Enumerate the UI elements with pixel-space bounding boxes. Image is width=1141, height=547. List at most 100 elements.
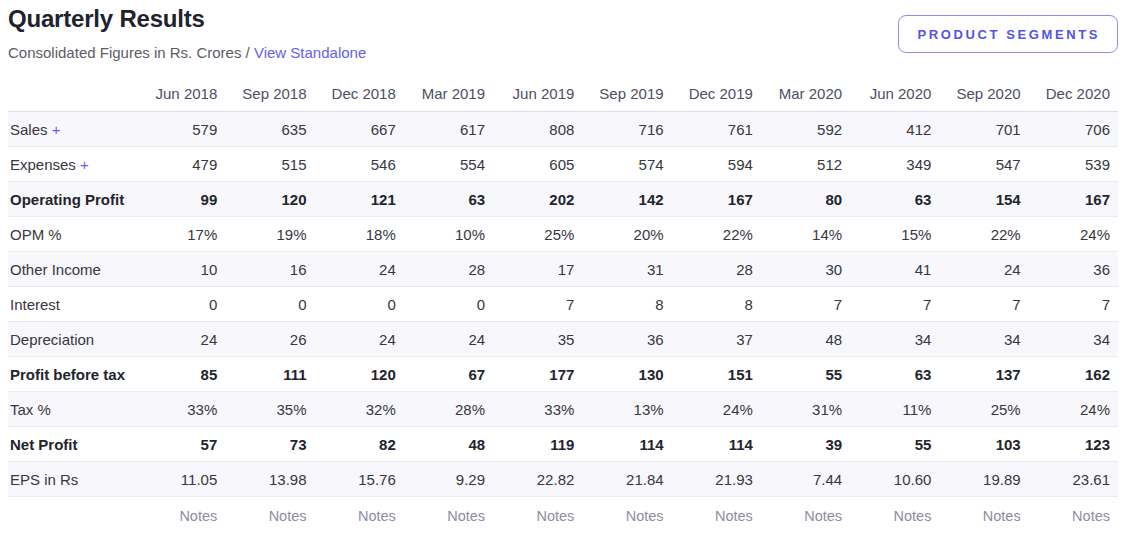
row-label[interactable]: Sales + bbox=[8, 111, 136, 146]
cell-value: 9.29 bbox=[404, 461, 493, 496]
cell-value: 0 bbox=[225, 286, 314, 321]
table-row: OPM %17%19%18%10%25%20%22%14%15%22%24% bbox=[8, 216, 1118, 251]
cell-value: 28% bbox=[404, 391, 493, 426]
cell-value: 32% bbox=[315, 391, 404, 426]
row-label: Depreciation bbox=[8, 321, 136, 356]
cell-value: 21.84 bbox=[582, 461, 671, 496]
notes-cell: Notes bbox=[315, 496, 404, 532]
cell-value: 123 bbox=[1029, 426, 1118, 461]
table-row: Tax %33%35%32%28%33%13%24%31%11%25%24% bbox=[8, 391, 1118, 426]
column-header-jun-2018: Jun 2018 bbox=[136, 76, 225, 112]
table-row: Sales +579635667617808716761592412701706 bbox=[8, 111, 1118, 146]
cell-value: 24% bbox=[1029, 391, 1118, 426]
cell-value: 151 bbox=[672, 356, 761, 391]
cell-value: 34 bbox=[939, 321, 1028, 356]
product-segments-button[interactable]: PRODUCT SEGMENTS bbox=[898, 15, 1118, 53]
column-header-mar-2019: Mar 2019 bbox=[404, 76, 493, 112]
notes-link[interactable]: Notes bbox=[983, 508, 1021, 524]
cell-value: 605 bbox=[493, 146, 582, 181]
cell-value: 167 bbox=[672, 181, 761, 216]
cell-value: 142 bbox=[582, 181, 671, 216]
cell-value: 28 bbox=[672, 251, 761, 286]
table-row: Net Profit577382481191141143955103123 bbox=[8, 426, 1118, 461]
cell-value: 103 bbox=[939, 426, 1028, 461]
cell-value: 114 bbox=[672, 426, 761, 461]
table-row: Expenses +479515546554605574594512349547… bbox=[8, 146, 1118, 181]
cell-value: 716 bbox=[582, 111, 671, 146]
cell-value: 55 bbox=[761, 356, 850, 391]
table-row: Interest00007887777 bbox=[8, 286, 1118, 321]
cell-value: 20% bbox=[582, 216, 671, 251]
notes-cell: Notes bbox=[672, 496, 761, 532]
cell-value: 31% bbox=[761, 391, 850, 426]
cell-value: 0 bbox=[404, 286, 493, 321]
subtitle-text: Consolidated Figures in Rs. Crores / bbox=[8, 44, 250, 61]
notes-cell: Notes bbox=[404, 496, 493, 532]
row-label: Tax % bbox=[8, 391, 136, 426]
cell-value: 23.61 bbox=[1029, 461, 1118, 496]
column-header-mar-2020: Mar 2020 bbox=[761, 76, 850, 112]
notes-link[interactable]: Notes bbox=[447, 508, 485, 524]
notes-link[interactable]: Notes bbox=[269, 508, 307, 524]
notes-link[interactable]: Notes bbox=[626, 508, 664, 524]
cell-value: 701 bbox=[939, 111, 1028, 146]
expand-row-icon[interactable]: + bbox=[48, 121, 61, 138]
cell-value: 63 bbox=[850, 356, 939, 391]
column-header-dec-2018: Dec 2018 bbox=[315, 76, 404, 112]
cell-value: 33% bbox=[136, 391, 225, 426]
notes-cell: Notes bbox=[225, 496, 314, 532]
notes-link[interactable]: Notes bbox=[358, 508, 396, 524]
view-standalone-link[interactable]: View Standalone bbox=[254, 44, 366, 61]
column-header-sep-2018: Sep 2018 bbox=[225, 76, 314, 112]
cell-value: 137 bbox=[939, 356, 1028, 391]
cell-value: 579 bbox=[136, 111, 225, 146]
row-label: Profit before tax bbox=[8, 356, 136, 391]
cell-value: 36 bbox=[1029, 251, 1118, 286]
cell-value: 761 bbox=[672, 111, 761, 146]
row-label: Net Profit bbox=[8, 426, 136, 461]
cell-value: 22.82 bbox=[493, 461, 582, 496]
expand-row-icon[interactable]: + bbox=[76, 156, 89, 173]
cell-value: 82 bbox=[315, 426, 404, 461]
cell-value: 19.89 bbox=[939, 461, 1028, 496]
cell-value: 8 bbox=[582, 286, 671, 321]
cell-value: 130 bbox=[582, 356, 671, 391]
cell-value: 16 bbox=[225, 251, 314, 286]
notes-link[interactable]: Notes bbox=[1072, 508, 1110, 524]
notes-link[interactable]: Notes bbox=[804, 508, 842, 524]
notes-link[interactable]: Notes bbox=[715, 508, 753, 524]
cell-value: 7 bbox=[850, 286, 939, 321]
cell-value: 15.76 bbox=[315, 461, 404, 496]
cell-value: 25% bbox=[939, 391, 1028, 426]
cell-value: 546 bbox=[315, 146, 404, 181]
cell-value: 512 bbox=[761, 146, 850, 181]
cell-value: 14% bbox=[761, 216, 850, 251]
row-label: EPS in Rs bbox=[8, 461, 136, 496]
cell-value: 539 bbox=[1029, 146, 1118, 181]
cell-value: 154 bbox=[939, 181, 1028, 216]
cell-value: 25% bbox=[493, 216, 582, 251]
cell-value: 162 bbox=[1029, 356, 1118, 391]
row-label: Operating Profit bbox=[8, 181, 136, 216]
cell-value: 15% bbox=[850, 216, 939, 251]
cell-value: 22% bbox=[939, 216, 1028, 251]
table-row: EPS in Rs11.0513.9815.769.2922.8221.8421… bbox=[8, 461, 1118, 496]
quarterly-results-table: Jun 2018Sep 2018Dec 2018Mar 2019Jun 2019… bbox=[8, 76, 1118, 532]
row-label[interactable]: Expenses + bbox=[8, 146, 136, 181]
cell-value: 21.93 bbox=[672, 461, 761, 496]
notes-link[interactable]: Notes bbox=[179, 508, 217, 524]
cell-value: 31 bbox=[582, 251, 671, 286]
column-header-sep-2020: Sep 2020 bbox=[939, 76, 1028, 112]
table-row: Depreciation2426242435363748343434 bbox=[8, 321, 1118, 356]
cell-value: 515 bbox=[225, 146, 314, 181]
cell-value: 121 bbox=[315, 181, 404, 216]
cell-value: 85 bbox=[136, 356, 225, 391]
notes-link[interactable]: Notes bbox=[536, 508, 574, 524]
cell-value: 35 bbox=[493, 321, 582, 356]
cell-value: 33% bbox=[493, 391, 582, 426]
cell-value: 635 bbox=[225, 111, 314, 146]
notes-link[interactable]: Notes bbox=[894, 508, 932, 524]
cell-value: 39 bbox=[761, 426, 850, 461]
cell-value: 55 bbox=[850, 426, 939, 461]
cell-value: 13% bbox=[582, 391, 671, 426]
